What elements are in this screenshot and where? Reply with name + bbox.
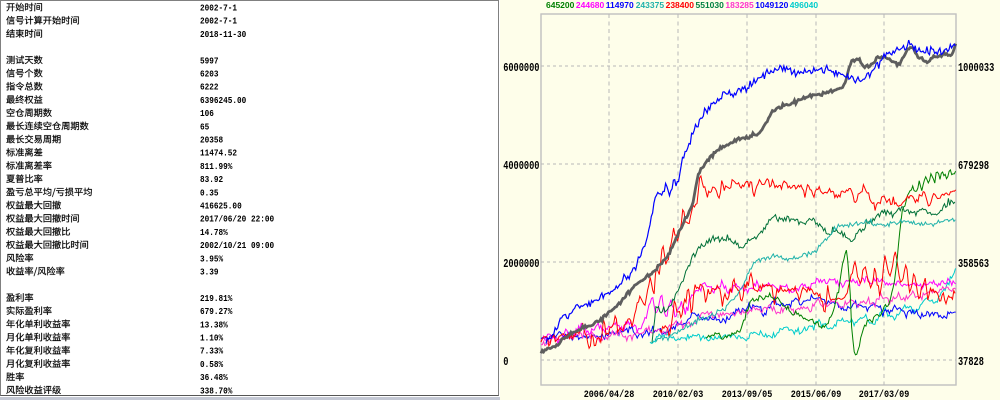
svg-text:6396245.00: 6396245.00 <box>200 95 246 106</box>
svg-text:1.10%: 1.10% <box>200 333 223 344</box>
svg-text:496040: 496040 <box>790 0 819 10</box>
svg-text:645200: 645200 <box>546 0 575 10</box>
svg-text:679.27%: 679.27% <box>200 306 233 317</box>
svg-text:238400: 238400 <box>666 0 695 10</box>
svg-text:183285: 183285 <box>725 0 754 10</box>
svg-text:2017/03/09: 2017/03/09 <box>859 389 910 400</box>
svg-text:2006/04/28: 2006/04/28 <box>584 389 635 400</box>
svg-text:6222: 6222 <box>200 82 219 93</box>
svg-text:2002/10/21 09:00: 2002/10/21 09:00 <box>200 240 274 251</box>
svg-text:36.48%: 36.48% <box>200 372 228 383</box>
svg-text:20358: 20358 <box>200 135 223 146</box>
svg-text:338.70%: 338.70% <box>200 385 233 396</box>
svg-text:2002-7-1: 2002-7-1 <box>200 3 237 14</box>
svg-text:37828: 37828 <box>958 355 984 369</box>
svg-text:6203: 6203 <box>200 69 219 80</box>
svg-text:551030: 551030 <box>696 0 725 10</box>
svg-text:3.39: 3.39 <box>200 267 219 278</box>
svg-text:0.58%: 0.58% <box>200 359 223 370</box>
svg-text:358563: 358563 <box>958 257 989 271</box>
svg-text:1000033: 1000033 <box>958 61 994 75</box>
svg-text:0.35: 0.35 <box>200 187 219 198</box>
svg-text:3.95%: 3.95% <box>200 253 223 264</box>
svg-text:0: 0 <box>503 355 508 369</box>
svg-text:416625.00: 416625.00 <box>200 201 242 212</box>
svg-text:2017/06/20 22:00: 2017/06/20 22:00 <box>200 214 274 225</box>
svg-text:679298: 679298 <box>958 159 989 173</box>
svg-text:811.99%: 811.99% <box>200 161 233 172</box>
svg-text:2010/02/03: 2010/02/03 <box>653 389 704 400</box>
svg-text:106: 106 <box>200 108 214 119</box>
svg-text:219.81%: 219.81% <box>200 293 233 304</box>
svg-text:65: 65 <box>200 121 210 132</box>
svg-text:11474.52: 11474.52 <box>200 148 237 159</box>
svg-text:2018-11-30: 2018-11-30 <box>200 29 246 40</box>
svg-text:1049120: 1049120 <box>755 0 788 10</box>
svg-text:4000000: 4000000 <box>503 159 539 173</box>
svg-text:243375: 243375 <box>636 0 665 10</box>
svg-text:7.33%: 7.33% <box>200 346 223 357</box>
svg-text:6000000: 6000000 <box>503 61 539 75</box>
svg-text:2002-7-1: 2002-7-1 <box>200 16 237 27</box>
svg-text:2000000: 2000000 <box>503 257 539 271</box>
svg-text:5997: 5997 <box>200 55 219 66</box>
svg-text:2015/06/09: 2015/06/09 <box>791 389 842 400</box>
svg-text:83.92: 83.92 <box>200 174 223 185</box>
svg-text:2013/09/05: 2013/09/05 <box>722 389 773 400</box>
svg-text:13.38%: 13.38% <box>200 319 228 330</box>
svg-text:14.78%: 14.78% <box>200 227 228 238</box>
svg-text:244680: 244680 <box>576 0 605 10</box>
svg-text:114970: 114970 <box>606 0 634 10</box>
